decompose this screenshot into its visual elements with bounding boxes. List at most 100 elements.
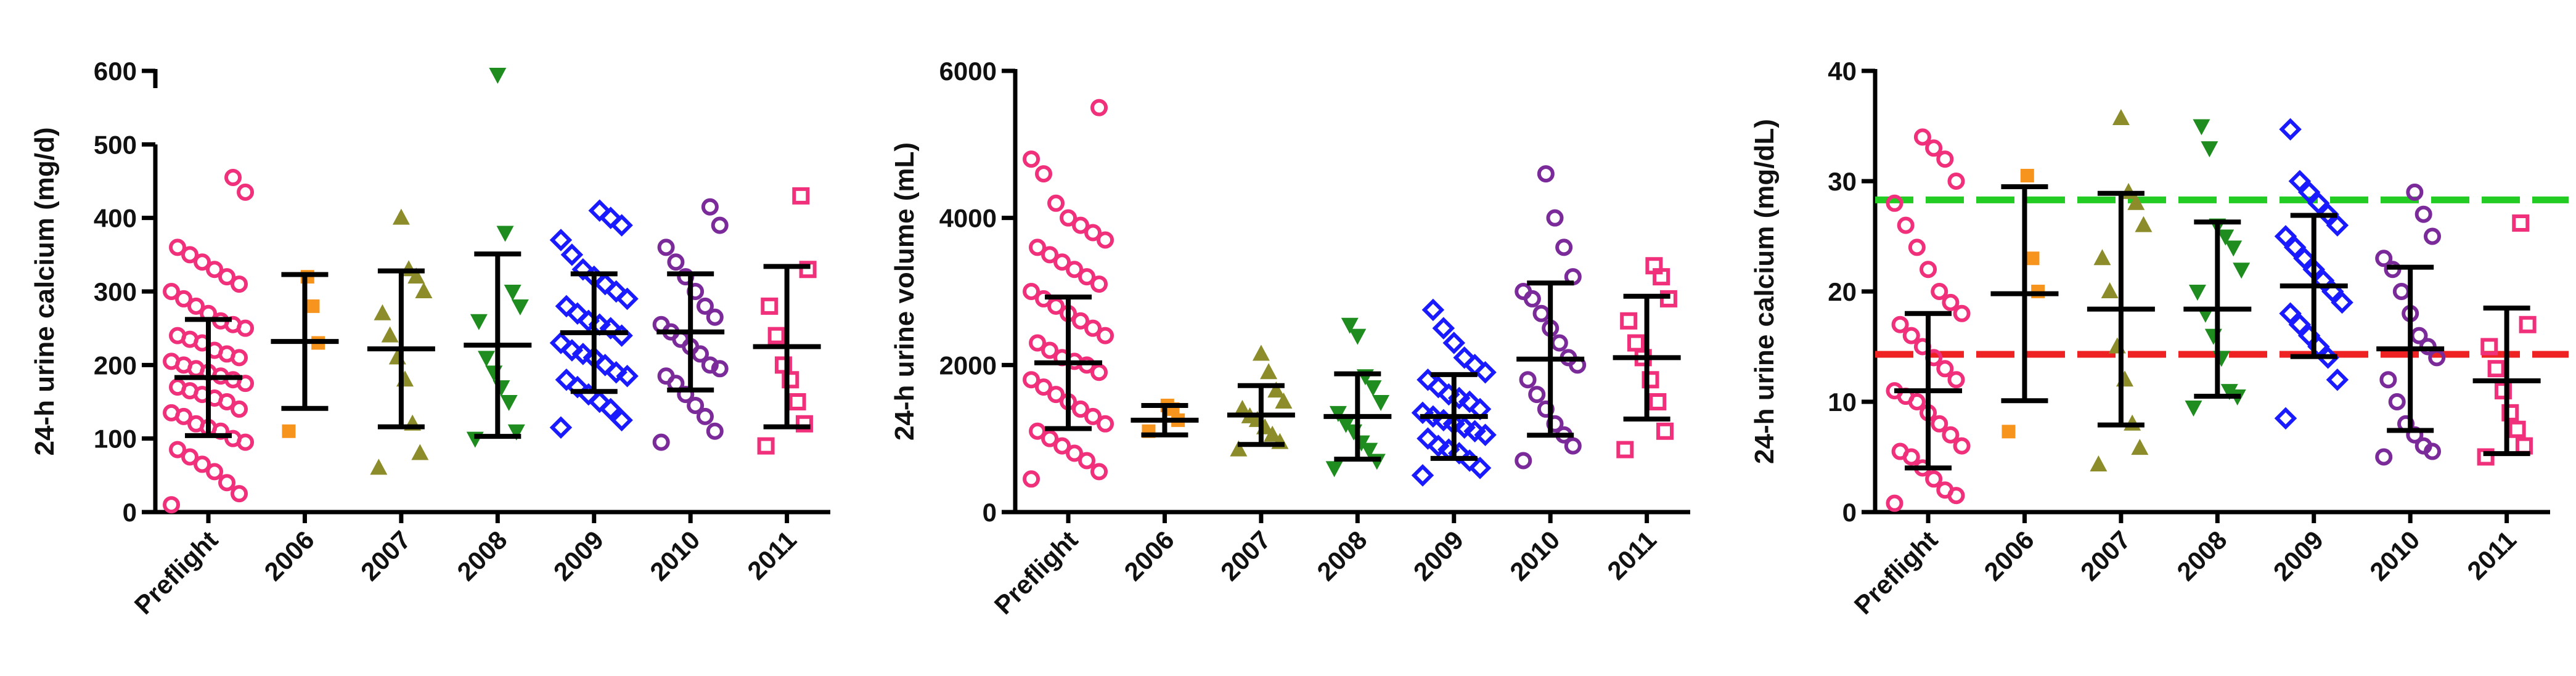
y-tick-label: 10 xyxy=(1828,388,1857,417)
data-point xyxy=(194,455,211,473)
data-point xyxy=(1023,371,1041,389)
data-point xyxy=(169,441,187,458)
data-point xyxy=(657,367,675,385)
data-point xyxy=(1035,165,1053,183)
data-point xyxy=(667,253,685,271)
data-point xyxy=(687,396,705,414)
data-point xyxy=(2414,437,2432,455)
data-point xyxy=(788,393,806,410)
data-point xyxy=(1947,173,1965,190)
data-point xyxy=(1097,231,1114,249)
data-point xyxy=(701,198,719,216)
data-point xyxy=(1532,304,1550,322)
data-point xyxy=(478,351,496,367)
data-point xyxy=(169,327,187,344)
data-point xyxy=(1925,470,1943,488)
data-point xyxy=(1515,283,1532,300)
data-point xyxy=(1023,150,1041,168)
data-point xyxy=(163,283,181,300)
data-point xyxy=(1653,268,1670,286)
data-point xyxy=(1368,454,1386,470)
data-point xyxy=(706,422,724,440)
data-point xyxy=(2501,404,2519,421)
data-point xyxy=(1620,312,1638,330)
y-tick-label: 600 xyxy=(94,57,137,86)
y-tick-label: 30 xyxy=(1828,167,1857,196)
data-point xyxy=(504,285,521,301)
x-tick-label: 2011 xyxy=(1601,525,1662,585)
x-tick-label: 2006 xyxy=(259,525,320,586)
data-point xyxy=(1886,194,1903,212)
data-point xyxy=(2135,216,2153,232)
data-point xyxy=(181,448,199,466)
x-tick-label: 2011 xyxy=(2461,525,2522,585)
data-point xyxy=(1097,415,1114,433)
x-tick-label: Preflight xyxy=(1849,525,1944,620)
data-point xyxy=(1041,341,1059,359)
data-point xyxy=(1325,461,1343,478)
data-point xyxy=(1474,423,1497,446)
data-point xyxy=(1902,327,1920,344)
data-point xyxy=(1421,298,1445,322)
data-point xyxy=(1078,268,1096,286)
data-point xyxy=(2233,263,2251,279)
data-point xyxy=(2020,169,2034,183)
data-point xyxy=(1442,332,1465,354)
data-point xyxy=(1360,442,1378,459)
data-point xyxy=(1897,216,1915,234)
x-tick-label: 2010 xyxy=(1504,525,1565,586)
y-tick-label: 100 xyxy=(94,425,137,454)
data-point xyxy=(2217,229,2235,246)
y-tick-label: 0 xyxy=(983,498,997,527)
data-point xyxy=(1659,290,1677,307)
data-point xyxy=(1463,420,1486,442)
data-point xyxy=(610,409,633,432)
data-point xyxy=(1627,334,1645,352)
data-point xyxy=(1053,253,1071,271)
data-point xyxy=(1372,395,1390,411)
y-tick-label: 400 xyxy=(94,204,137,233)
data-point xyxy=(1337,417,1355,433)
data-point xyxy=(224,169,242,187)
data-point xyxy=(2379,371,2397,389)
x-tick-label: 2011 xyxy=(742,525,802,585)
data-point xyxy=(374,304,391,320)
data-point xyxy=(1411,464,1434,487)
data-point xyxy=(500,395,518,411)
data-point xyxy=(1349,328,1367,345)
data-point xyxy=(1090,364,1108,381)
data-point xyxy=(1066,261,1084,279)
data-point xyxy=(1458,390,1481,413)
data-point xyxy=(549,332,573,354)
data-point xyxy=(218,474,236,492)
data-point xyxy=(1090,99,1108,116)
data-point xyxy=(1474,361,1497,384)
data-point xyxy=(1942,426,1960,444)
data-point xyxy=(1432,317,1455,340)
y-tick-label: 0 xyxy=(123,498,137,527)
data-point xyxy=(411,444,429,460)
data-point xyxy=(2477,448,2495,466)
data-point xyxy=(696,297,714,315)
data-point xyxy=(2090,455,2108,472)
data-point xyxy=(711,216,729,234)
data-point xyxy=(2274,225,2297,248)
data-point xyxy=(2515,437,2533,455)
data-point xyxy=(1463,354,1486,377)
data-point xyxy=(761,297,779,315)
data-point xyxy=(1453,416,1476,439)
data-point xyxy=(1564,437,1582,455)
x-tick-label: 2008 xyxy=(1311,525,1372,586)
data-point xyxy=(1931,415,1948,433)
data-point xyxy=(2101,282,2119,298)
data-point xyxy=(1920,261,1937,279)
data-point xyxy=(1411,401,1434,425)
data-point xyxy=(2406,183,2424,201)
data-point xyxy=(549,229,573,251)
data-point xyxy=(187,415,205,433)
data-point xyxy=(767,327,785,344)
data-point xyxy=(2293,247,2316,270)
data-point xyxy=(1260,363,1278,380)
y-axis-title: 24-h urine calcium (mg/d) xyxy=(30,128,60,456)
